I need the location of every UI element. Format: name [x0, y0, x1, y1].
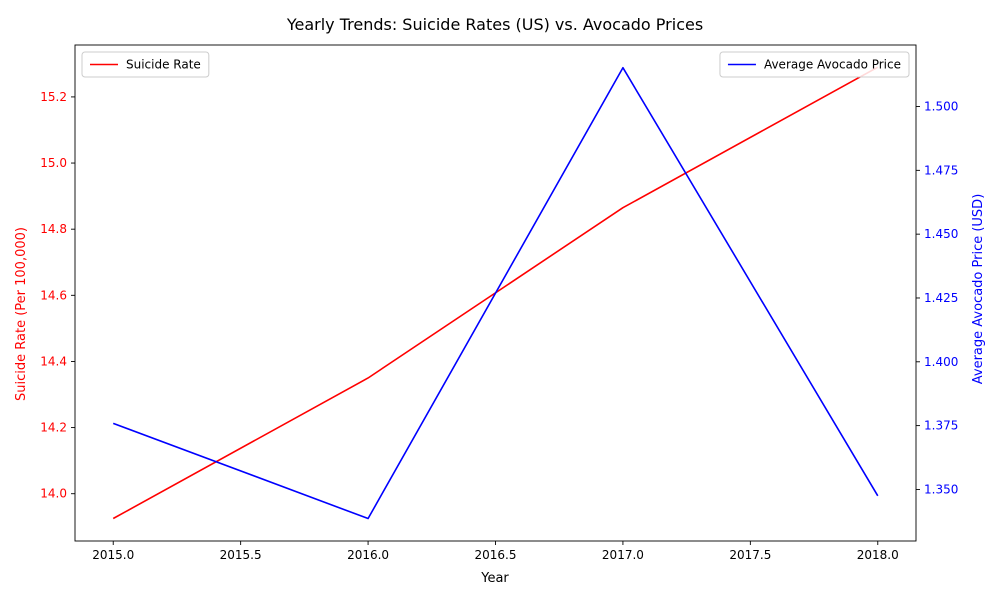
legend-avocado-price: Average Avocado Price — [719, 51, 910, 78]
x-tick-label: 2016.5 — [475, 548, 517, 562]
legends: Suicide Rate Average Avocado Price — [81, 51, 910, 78]
x-tick-label: 2018.0 — [857, 548, 899, 562]
legend-box — [719, 51, 910, 78]
legend-label: Suicide Rate — [126, 58, 201, 72]
y-right-tick-label: 1.475 — [924, 163, 958, 177]
y-right-tick-label: 1.400 — [924, 355, 958, 369]
y-left-tick-label: 14.2 — [40, 421, 67, 435]
y-left-tick-label: 15.2 — [40, 90, 67, 104]
legend-box — [81, 51, 210, 78]
y-axis-left-label: Suicide Rate (Per 100,000) — [14, 227, 29, 401]
x-tick-label: 2015.5 — [220, 548, 262, 562]
y-right-tick-label: 1.500 — [924, 100, 958, 114]
x-tick-label: 2017.0 — [602, 548, 644, 562]
legend-label: Average Avocado Price — [764, 58, 901, 72]
plot-area — [112, 66, 879, 520]
x-tick-label: 2015.0 — [92, 548, 134, 562]
series-line-avocado-price — [112, 66, 879, 520]
y-right-tick-label: 1.450 — [924, 227, 958, 241]
y-left-tick-label: 14.6 — [40, 288, 67, 302]
x-tick-label: 2017.5 — [729, 548, 771, 562]
x-tick-label: 2016.0 — [347, 548, 389, 562]
chart-title: Yearly Trends: Suicide Rates (US) vs. Av… — [286, 15, 703, 34]
x-axis-label: Year — [480, 571, 509, 586]
y-right-tick-label: 1.375 — [924, 419, 958, 433]
y-left-tick-label: 15.0 — [40, 156, 67, 170]
y-right-tick-label: 1.350 — [924, 482, 958, 496]
y-left-tick-label: 14.4 — [40, 354, 67, 368]
y-right-tick-label: 1.425 — [924, 291, 958, 305]
y-left-tick-label: 14.8 — [40, 222, 67, 236]
axes: 2015.0 2015.5 2016.0 2016.5 2017.0 2017.5 2018… — [40, 44, 958, 562]
legend-suicide-rate: Suicide Rate — [81, 51, 210, 78]
y-axis-right-label: Average Avocado Price (USD) — [971, 194, 986, 385]
y-left-tick-label: 14.0 — [40, 487, 67, 501]
